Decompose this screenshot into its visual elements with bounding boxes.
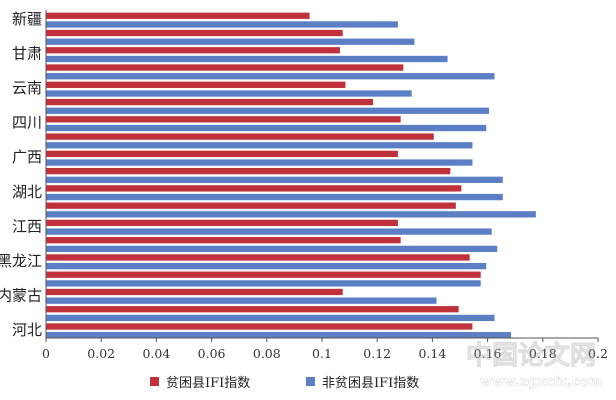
bar-nonpoor-county: [46, 176, 503, 183]
y-category-label: 河北: [12, 321, 42, 339]
bar-poor-county: [46, 254, 470, 261]
watermark-logo: 中国论文网 www.zgxcfx.com: [466, 340, 603, 391]
bar-nonpoor-county: [46, 228, 492, 235]
bar-poor-county: [46, 219, 398, 227]
bar-poor-county: [46, 167, 451, 175]
bar-nonpoor-county: [46, 245, 498, 253]
bar-nonpoor-county: [46, 159, 473, 166]
y-category-label: 云南: [12, 79, 42, 97]
y-category-label: 江西: [12, 217, 42, 235]
x-tick-label: 0: [42, 346, 50, 361]
bar-poor-county: [46, 288, 343, 296]
x-ticks-group: 0 0.02 0.04 0.06 0.08 0.1 0.12 0.14 0.16 0.18 0.2: [42, 338, 608, 361]
x-tick-label: 0.1: [312, 346, 332, 361]
bar-poor-county: [46, 306, 459, 313]
x-tick-label: 0.08: [253, 346, 281, 361]
bar-nonpoor-county: [46, 73, 495, 80]
bar-poor-county: [46, 202, 456, 209]
bar-poor-county: [46, 64, 404, 71]
x-tick-label: 0.12: [363, 346, 391, 361]
bar-poor-county: [46, 116, 401, 123]
y-category-label: 四川: [12, 114, 42, 132]
bar-nonpoor-county: [46, 124, 487, 132]
bar-poor-county: [46, 98, 374, 106]
watermark-url-text: www.zgxcfx.com: [480, 375, 602, 390]
bar-nonpoor-county: [46, 262, 487, 270]
bar-poor-county: [46, 29, 343, 37]
legend-label-poor: 贫困县IFI指数: [166, 376, 251, 391]
bar-nonpoor-county: [46, 107, 489, 114]
legend-swatch-nonpoor: [306, 377, 315, 386]
legend-label-nonpoor: 非贫困县IFI指数: [322, 376, 420, 391]
x-tick-label: 0.18: [529, 346, 557, 361]
x-tick-label: 0.14: [418, 346, 446, 361]
bar-poor-county: [46, 12, 310, 19]
bar-poor-county: [46, 237, 401, 244]
bar-poor-county: [46, 185, 462, 192]
bar-poor-county: [46, 81, 346, 88]
bar-nonpoor-county: [46, 314, 495, 322]
bar-nonpoor-county: [46, 332, 512, 339]
x-tick-label: 0.04: [142, 346, 170, 361]
bar-nonpoor-county: [46, 280, 481, 287]
bars-group: [46, 12, 536, 339]
ifi-index-bar-chart: 0 0.02 0.04 0.06 0.08 0.1 0.12 0.14 0.16 0.18 0.2 …: [0, 10, 608, 361]
bar-poor-county: [46, 150, 398, 158]
bar-poor-county: [46, 133, 434, 140]
legend-item-nonpoor: 非贫困县IFI指数: [306, 372, 419, 391]
bar-nonpoor-county: [46, 38, 415, 45]
bar-nonpoor-county: [46, 21, 398, 28]
bar-nonpoor-county: [46, 142, 473, 149]
y-category-label: 广西: [12, 148, 42, 166]
y-category-label: 黑龙江: [0, 252, 42, 270]
x-tick-label: 0.06: [198, 346, 226, 361]
bar-nonpoor-county: [46, 297, 437, 304]
x-tick-label: 0.02: [87, 346, 115, 361]
y-category-label: 湖北: [12, 183, 42, 201]
y-category-label: 甘肃: [12, 45, 42, 63]
legend: 贫困县IFI指数 非贫困县IFI指数: [0, 372, 616, 396]
watermark-chinese-text: 中国论文网: [466, 340, 596, 371]
bar-poor-county: [46, 271, 481, 278]
bar-poor-county: [46, 47, 340, 54]
bar-nonpoor-county: [46, 90, 412, 97]
legend-swatch-poor: [150, 377, 159, 386]
x-tick-label: 0.16: [474, 346, 502, 361]
x-tick-label: 0.2: [588, 346, 608, 361]
y-category-label: 内蒙古: [0, 286, 42, 304]
bar-nonpoor-county: [46, 211, 536, 218]
bar-poor-county: [46, 323, 473, 330]
bar-nonpoor-county: [46, 55, 448, 63]
bar-nonpoor-county: [46, 193, 503, 201]
legend-item-poor: 贫困县IFI指数: [150, 372, 250, 391]
y-category-label: 新疆: [12, 10, 42, 28]
